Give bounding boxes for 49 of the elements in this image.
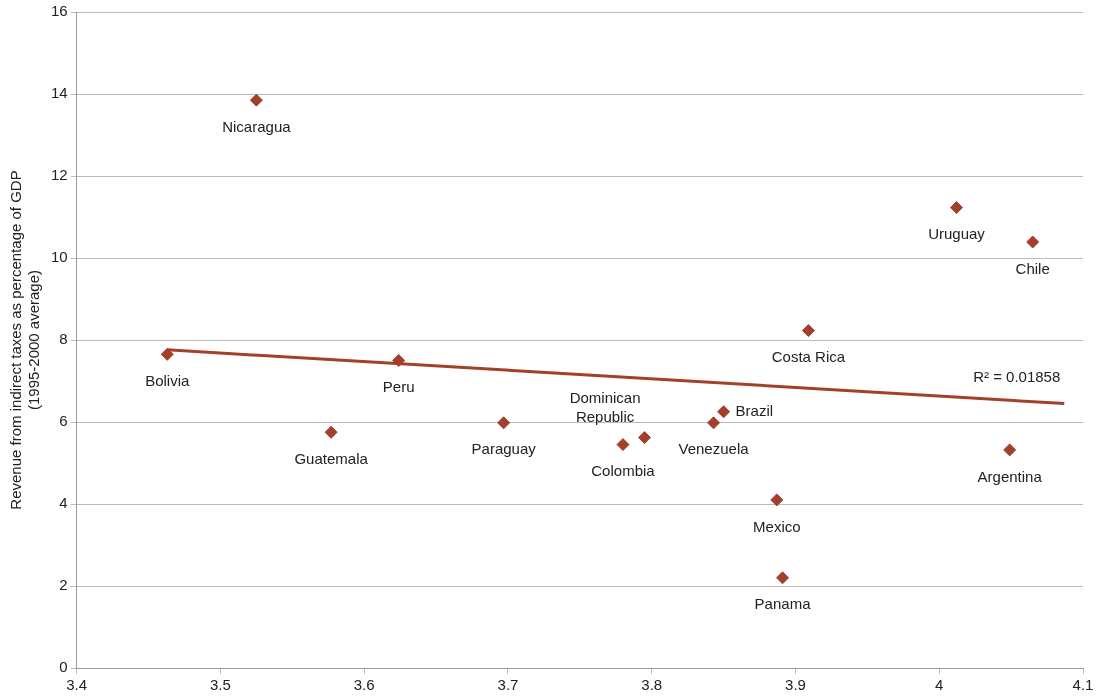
annotation: Guatemala <box>294 449 369 467</box>
x-tick-label: 3.8 <box>641 676 663 694</box>
point <box>638 431 652 445</box>
annotation: R² = 0.01858 <box>973 368 1061 386</box>
point <box>770 493 784 507</box>
point <box>707 416 721 430</box>
x-tick-label: 4.1 <box>1072 676 1094 694</box>
annotation: Dominican Republic <box>569 389 641 426</box>
x-tick-label: 3.7 <box>497 676 519 694</box>
y-tick-label: 6 <box>59 412 68 430</box>
y-tick-label: 12 <box>51 166 68 184</box>
point <box>160 347 174 361</box>
annotation: Brazil <box>735 401 774 419</box>
point <box>717 405 731 419</box>
x-tick-label: 3.4 <box>66 676 88 694</box>
y-tick-label: 4 <box>59 494 68 512</box>
annotation: Paraguay <box>471 440 537 458</box>
x-tick-label: 3.6 <box>353 676 375 694</box>
x-tick-label: 3.9 <box>785 676 806 694</box>
point <box>1003 443 1017 457</box>
point <box>776 571 790 585</box>
annotation: Colombia <box>591 462 656 480</box>
annotation: Panama <box>754 595 812 613</box>
x-tick-label: 3.5 <box>210 676 231 694</box>
annotation: Peru <box>382 378 415 396</box>
y-axis-title: Revenue from indirect taxes as percentage of GDP (1995-2000 average) <box>7 170 43 510</box>
y-tick-label: 16 <box>51 2 68 20</box>
annotation: Mexico <box>753 517 801 535</box>
point <box>616 438 630 452</box>
annotation: Uruguay <box>928 225 986 243</box>
annotation: Argentina <box>977 467 1043 485</box>
y-tick-label: 10 <box>51 248 68 266</box>
y-tick-label: 14 <box>51 84 68 102</box>
annotation: Nicaragua <box>222 117 292 135</box>
point <box>249 93 263 107</box>
y-tick-label: 8 <box>59 330 68 348</box>
annotation: Chile <box>1015 259 1050 277</box>
x-tick-label: 4 <box>935 676 944 694</box>
point <box>392 354 406 367</box>
point <box>801 324 815 338</box>
point <box>949 201 963 215</box>
annotation: Costa Rica <box>771 348 846 366</box>
point <box>497 416 511 430</box>
point <box>1026 235 1040 249</box>
y-tick-label: 0 <box>59 658 68 676</box>
point <box>324 425 338 439</box>
y-tick-label: 2 <box>59 576 68 594</box>
annotation: Bolivia <box>145 371 190 389</box>
annotation: Venezuela <box>678 440 750 458</box>
